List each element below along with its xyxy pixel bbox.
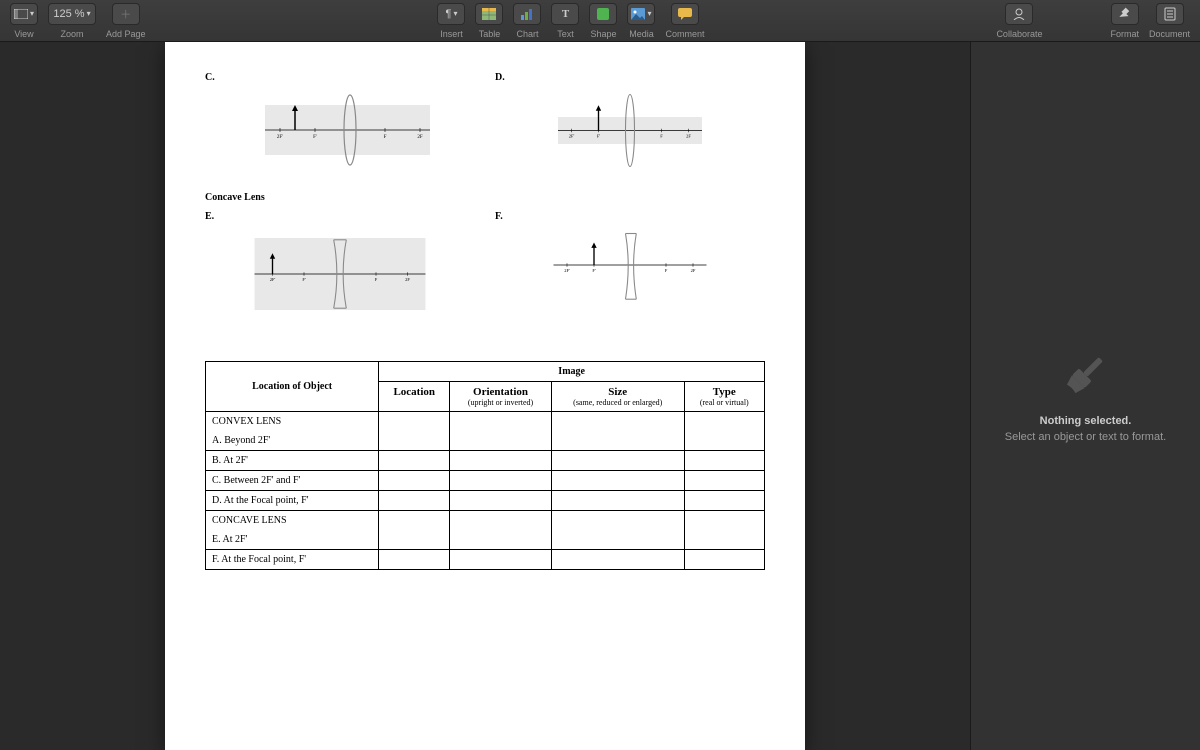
table-label: Table	[479, 29, 501, 39]
inspector-title: Nothing selected.	[1040, 415, 1132, 427]
table-row: B. At 2F'	[206, 451, 765, 471]
svg-text:F: F	[665, 268, 668, 273]
diagram-e: E. 2F' F'	[205, 211, 475, 321]
view-label: View	[14, 29, 33, 39]
format-button[interactable]	[1111, 3, 1139, 25]
media-label: Media	[629, 29, 654, 39]
zoom-label: Zoom	[60, 29, 83, 39]
add-page-button[interactable]: ＋	[112, 3, 140, 25]
table-row: F. At the Focal point, F'	[206, 550, 765, 570]
svg-text:2F: 2F	[691, 268, 696, 273]
concave-section: Concave Lens	[205, 188, 765, 205]
toolbar: ▾ View 125 % ▾ Zoom ＋ Add Page ¶▾ Insert…	[0, 0, 1200, 42]
chart-button[interactable]	[513, 3, 541, 25]
th-size: Size (same, reduced or enlarged)	[551, 382, 684, 412]
main-area: C. 2F' F' F 2F	[0, 42, 1200, 750]
diagram-c: C. 2F' F' F 2F	[205, 72, 475, 182]
diagram-d: D. 2F' F' F 2F	[495, 72, 765, 182]
shape-button[interactable]	[589, 3, 617, 25]
diagram-f: F. 2F' F'	[495, 211, 765, 321]
comment-label: Comment	[665, 29, 704, 39]
th-orientation: Orientation(upright or inverted)	[450, 382, 552, 412]
svg-text:F': F'	[313, 135, 317, 140]
svg-text:2F: 2F	[686, 133, 691, 138]
document-button[interactable]	[1156, 3, 1184, 25]
optics-table: Location of Object Image Location Orient…	[205, 361, 765, 570]
inspector-panel: Nothing selected. Select an object or te…	[970, 42, 1200, 750]
svg-text:2F': 2F'	[270, 277, 276, 282]
diagram-c-label: C.	[205, 72, 475, 83]
svg-text:2F': 2F'	[569, 133, 575, 138]
diagram-d-label: D.	[495, 72, 765, 83]
text-label: Text	[557, 29, 574, 39]
lens-diagram-convex-c: 2F' F' F 2F	[250, 90, 430, 180]
collaborate-label: Collaborate	[996, 29, 1042, 39]
svg-text:F': F'	[597, 133, 601, 138]
svg-text:F': F'	[592, 268, 596, 273]
lens-diagram-concave-e: 2F' F' F 2F	[250, 229, 430, 319]
table-button[interactable]	[475, 3, 503, 25]
svg-text:2F': 2F'	[277, 135, 283, 140]
text-button[interactable]: T	[551, 3, 579, 25]
chart-label: Chart	[516, 29, 538, 39]
table-row: C. Between 2F' and F'	[206, 471, 765, 491]
th-object: Location of Object	[206, 362, 379, 412]
document-canvas[interactable]: C. 2F' F' F 2F	[0, 42, 970, 750]
media-button[interactable]: ▾	[627, 3, 655, 25]
zoom-value: 125 %	[53, 8, 84, 20]
collaborate-button[interactable]	[1005, 3, 1033, 25]
format-brush-icon	[1061, 349, 1111, 399]
diagram-e-label: E.	[205, 211, 475, 222]
insert-button[interactable]: ¶▾	[437, 3, 465, 25]
add-page-label: Add Page	[106, 29, 146, 39]
table-row: CONCAVE LENS	[206, 511, 765, 531]
svg-text:2F: 2F	[405, 277, 410, 282]
shape-label: Shape	[590, 29, 616, 39]
chevron-down-icon: ▾	[30, 9, 34, 18]
page[interactable]: C. 2F' F' F 2F	[165, 42, 805, 750]
table-row: D. At the Focal point, F'	[206, 491, 765, 511]
table-row: CONVEX LENS	[206, 412, 765, 432]
lens-diagram-convex-d: 2F' F' F 2F	[540, 90, 720, 180]
insert-label: Insert	[440, 29, 463, 39]
svg-text:F': F'	[302, 277, 306, 282]
zoom-button[interactable]: 125 % ▾	[48, 3, 96, 25]
chevron-down-icon: ▾	[87, 9, 91, 18]
th-type: Type(real or virtual)	[684, 382, 764, 412]
th-location: Location	[379, 382, 450, 412]
format-label: Format	[1110, 29, 1139, 39]
document-label: Document	[1149, 29, 1190, 39]
diagram-f-label: F.	[495, 211, 765, 222]
comment-button[interactable]	[671, 3, 699, 25]
concave-title: Concave Lens	[205, 192, 765, 203]
svg-text:2F': 2F'	[564, 268, 570, 273]
th-image: Image	[379, 362, 765, 382]
svg-text:2F: 2F	[417, 135, 423, 140]
svg-text:F: F	[384, 135, 387, 140]
inspector-subtitle: Select an object or text to format.	[1005, 431, 1166, 443]
view-button[interactable]: ▾	[10, 3, 38, 25]
lens-diagram-concave-f: 2F' F' F 2F	[540, 229, 720, 319]
